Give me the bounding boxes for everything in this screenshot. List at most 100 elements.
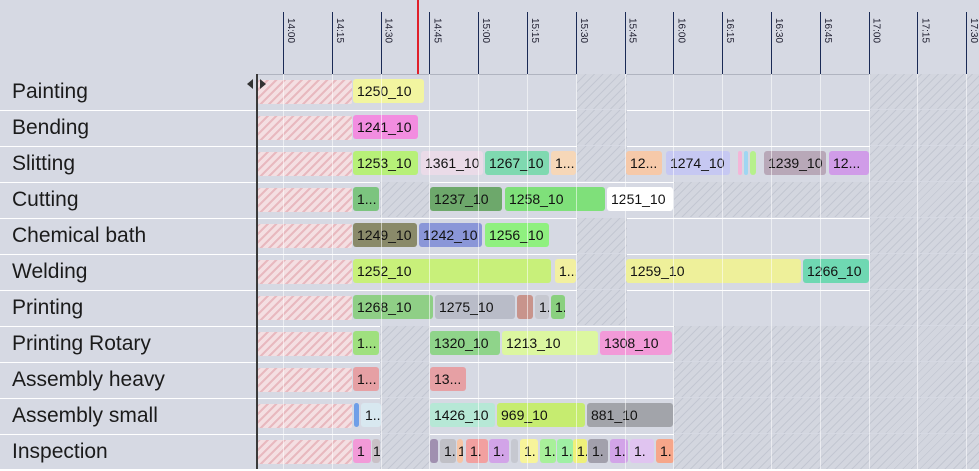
resource-label[interactable]: Painting [12, 80, 88, 103]
resource-label[interactable]: Printing [12, 296, 84, 319]
timeline-tick [283, 12, 284, 74]
task-bar[interactable]: 1... [361, 403, 381, 427]
task-bar[interactable] [354, 403, 359, 427]
grid-line [771, 74, 772, 469]
scroll-right-arrow-icon[interactable] [260, 79, 266, 89]
scroll-left-arrow-icon[interactable] [247, 79, 253, 89]
task-bar[interactable]: 1251_10 [607, 187, 673, 211]
task-bar[interactable]: 1241_10 [353, 115, 418, 139]
task-bar[interactable]: 1 [353, 439, 371, 463]
task-bar[interactable]: 13... [430, 367, 466, 391]
unavailable-time-hatch [577, 74, 627, 109]
resource-row: Slitting 1253_10 1361_10 1267_10 1... 12... 12… [0, 146, 979, 183]
task-bar[interactable]: 1266_10 [803, 259, 869, 283]
past-time-hatch [258, 116, 352, 140]
timeline-tick [575, 12, 577, 74]
timeline-tick-label: 16:45 [821, 18, 833, 44]
task-bar[interactable]: 1... [353, 367, 379, 391]
resource-label[interactable]: Slitting [12, 152, 76, 175]
task-bar[interactable]: 1426_10 [430, 403, 495, 427]
resource-label[interactable]: Bending [12, 116, 90, 139]
task-bar[interactable]: 1. [610, 439, 628, 463]
task-bar[interactable]: 1. [557, 439, 573, 463]
task-bar[interactable]: 1267_10 [485, 151, 549, 175]
task-bar[interactable]: 1... [353, 187, 379, 211]
timeline-tick [868, 12, 870, 74]
timeline-tick [478, 12, 480, 74]
task-bar[interactable]: 1252_10 [353, 259, 551, 283]
task-bar[interactable]: 12... [829, 151, 869, 175]
unavailable-time-hatch [870, 74, 979, 109]
task-bar[interactable]: 1253_10 [353, 151, 418, 175]
timeline-tick [966, 12, 968, 74]
resource-label[interactable]: Cutting [12, 188, 79, 211]
unavailable-time-hatch [577, 110, 627, 145]
task-bar[interactable]: 1... [555, 259, 576, 283]
task-bar[interactable]: 1. [540, 439, 556, 463]
grid-line [868, 74, 870, 469]
task-bar[interactable]: 1... [551, 151, 576, 175]
task-bar[interactable] [511, 439, 518, 463]
resource-label[interactable]: Welding [12, 260, 88, 283]
unavailable-time-hatch [870, 290, 979, 325]
task-bar[interactable]: 969_10 [497, 403, 585, 427]
timeline-tick [624, 12, 626, 74]
timeline-tick-label: 14:30 [382, 18, 394, 44]
task-bar[interactable]: 1... [535, 295, 549, 319]
task-bar[interactable] [517, 295, 533, 319]
task-bar[interactable]: 1239_10 [764, 151, 826, 175]
task-bar[interactable]: 1... [551, 295, 565, 319]
resource-column-divider[interactable] [256, 74, 258, 469]
task-bar[interactable]: 1... [353, 331, 379, 355]
task-bar[interactable]: 1361_10 [421, 151, 483, 175]
task-bar[interactable]: 1250_10 [353, 79, 424, 103]
task-bar[interactable]: 1275_10 [435, 295, 515, 319]
unavailable-time-hatch [380, 398, 430, 433]
unavailable-time-hatch [380, 182, 430, 217]
resource-label[interactable]: Chemical bath [12, 224, 147, 247]
task-bar[interactable] [750, 151, 756, 175]
task-bar[interactable]: 1. [520, 439, 538, 463]
task-bar[interactable]: 1. [656, 439, 674, 463]
task-bar[interactable]: 1. [588, 439, 608, 463]
resource-label[interactable]: Assembly small [12, 404, 158, 427]
unavailable-time-hatch [380, 326, 430, 361]
task-bar[interactable]: 1. [489, 439, 509, 463]
task-bar[interactable]: 1249_10 [353, 223, 417, 247]
task-bar[interactable]: 1268_10 [353, 295, 433, 319]
past-time-hatch [258, 404, 352, 428]
grid-line [429, 74, 431, 469]
grid-line [283, 74, 284, 469]
task-bar[interactable] [430, 439, 438, 463]
timeline-tick-label: 15:00 [480, 18, 492, 44]
task-bar[interactable]: 12... [626, 151, 662, 175]
task-bar[interactable]: 1256_10 [485, 223, 549, 247]
task-bar[interactable]: 1237_10 [430, 187, 502, 211]
task-bar[interactable]: 1258_10 [505, 187, 605, 211]
unavailable-time-hatch [577, 254, 627, 289]
task-bar[interactable]: 1320_10 [430, 331, 500, 355]
task-bar[interactable]: 881_10 [587, 403, 673, 427]
resource-label[interactable]: Inspection [12, 440, 108, 463]
task-bar[interactable]: 1. [440, 439, 456, 463]
task-bar[interactable]: 1274_10 [666, 151, 730, 175]
task-bar[interactable]: 1 [372, 439, 380, 463]
resource-row: Bending 1241_10 [0, 110, 979, 147]
task-bar[interactable]: 1213_10 [502, 331, 598, 355]
grid-line [819, 74, 821, 469]
timeline-header[interactable]: 14:00 14:15 14:30 14:45 15:00 15:15 15:30 15:45… [258, 0, 979, 75]
unavailable-time-hatch [577, 146, 627, 181]
task-bar[interactable]: 1308_10 [600, 331, 672, 355]
task-bar[interactable]: 1. [630, 439, 654, 463]
resource-label[interactable]: Printing Rotary [12, 332, 151, 355]
timeline-tick-label: 15:45 [626, 18, 638, 44]
task-bar[interactable]: 1259_10 [626, 259, 801, 283]
resource-label[interactable]: Assembly heavy [12, 368, 165, 391]
task-bar[interactable] [744, 151, 748, 175]
timeline-tick-label: 14:00 [285, 18, 296, 44]
task-bar[interactable]: 1. [466, 439, 488, 463]
task-bar[interactable] [738, 151, 742, 175]
task-bar[interactable]: 1. [457, 439, 463, 463]
